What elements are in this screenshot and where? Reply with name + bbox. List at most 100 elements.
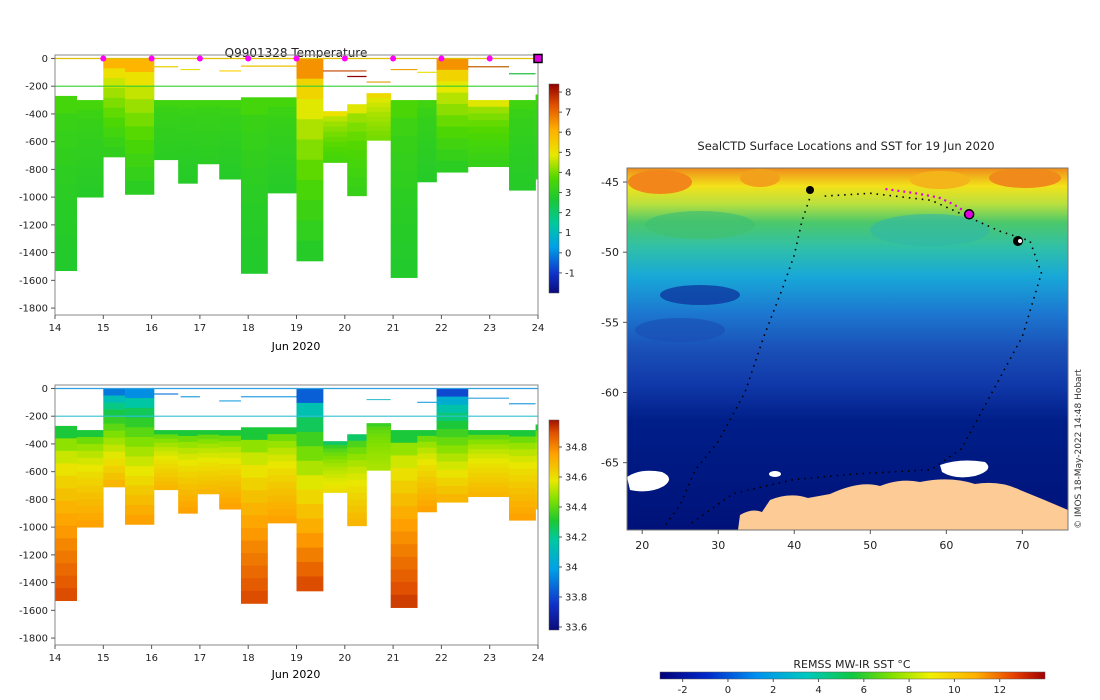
profile-cell <box>467 477 510 483</box>
credit-label: © IMOS 18-May-2022 14:48 Hobart <box>1074 369 1084 529</box>
ice-patch <box>769 471 781 477</box>
profile-cell <box>240 565 268 579</box>
profile-cell <box>240 238 268 257</box>
profile-cell <box>347 453 367 461</box>
profile-cell <box>76 168 104 179</box>
profile-cell <box>366 93 391 99</box>
profile-cell <box>76 513 104 521</box>
profile-cell <box>125 407 155 418</box>
profile-cell <box>178 507 198 514</box>
profile-cell <box>240 477 268 491</box>
sst-colorbar-label: REMSS MW-IR SST °C <box>793 658 911 671</box>
profile-cell <box>178 436 198 443</box>
profile-cell <box>323 126 348 133</box>
map-frame <box>626 167 1069 531</box>
profile-cell <box>366 456 391 461</box>
profile-cell <box>347 493 367 500</box>
profile-column <box>76 100 104 198</box>
profile-cell <box>436 429 469 438</box>
colorbar-tick-label: 3 <box>565 188 571 199</box>
mid-patch <box>870 214 990 246</box>
profile-cell <box>417 435 437 443</box>
profile-cell <box>76 485 104 493</box>
profile-cell <box>467 153 510 161</box>
profile-cell <box>323 448 348 453</box>
sst-tick-label: 10 <box>948 685 961 696</box>
profile-cell <box>219 147 242 156</box>
profile-cell <box>366 126 391 132</box>
profile-cell <box>509 442 536 450</box>
profile-cell <box>509 436 536 444</box>
profile-cell <box>103 430 126 439</box>
profile-cell <box>178 149 198 159</box>
salinity-y-axis: 0 -200 -400 -600 -800 -1000 -1200 -1400 -1600 -18… <box>19 384 55 645</box>
profile-cell <box>535 454 538 462</box>
profile-cell <box>417 447 437 454</box>
x-tick-label: 14 <box>49 323 62 334</box>
map-lon-axis: 20 30 40 50 60 70 <box>635 530 1029 552</box>
day-marker <box>486 55 493 62</box>
colorbar-tick-label: 33.8 <box>565 593 587 604</box>
salinity-panel: 0 -200 -400 -600 -800 -1000 -1200 -1400 -1600 -18… <box>19 384 587 681</box>
profile-cell <box>154 147 179 155</box>
profile-cell <box>366 121 391 127</box>
profile-cell <box>417 494 437 501</box>
profile-cell <box>509 163 536 173</box>
profile-cell <box>103 437 126 446</box>
profile-cell <box>197 480 220 486</box>
profile-cell <box>125 140 155 154</box>
profile-cell <box>178 459 198 467</box>
profile-column <box>103 388 126 488</box>
temperature-x-axis: 14 15 16 17 18 19 20 21 22 23 24 <box>49 315 544 334</box>
profile-column <box>125 58 155 195</box>
lon-tick-label: 20 <box>635 539 649 552</box>
colorbar-tick-label: 34.4 <box>565 503 587 514</box>
profile-cell <box>267 509 297 517</box>
y-tick-label: -200 <box>25 82 48 93</box>
profile-cell <box>509 449 536 457</box>
profile-cell <box>296 139 324 161</box>
profile-cell <box>103 444 126 453</box>
map-lat-axis: -45 -50 -55 -60 -65 <box>601 176 627 470</box>
profile-cell <box>390 480 418 494</box>
profile-cell <box>219 100 242 109</box>
profile-column <box>347 434 367 527</box>
profile-cell <box>467 140 510 148</box>
profile-column <box>366 423 391 471</box>
profile-cell <box>55 500 78 514</box>
lon-tick-label: 70 <box>1015 539 1029 552</box>
profile-cell <box>296 98 324 120</box>
profile-cell <box>535 442 538 450</box>
profile-cell <box>240 255 268 274</box>
profile-cell <box>366 426 391 431</box>
profile-cell <box>103 451 126 460</box>
profile-cell <box>267 495 297 503</box>
colorbar-tick-label: 34.6 <box>565 473 587 484</box>
profile-cell <box>436 445 469 454</box>
profile-cell <box>296 446 324 462</box>
profile-cell <box>535 145 538 155</box>
y-tick-label: -600 <box>25 137 48 148</box>
colorbar-tick-label: -1 <box>565 268 575 279</box>
profile-cell <box>125 504 155 516</box>
profile-cell <box>347 519 367 527</box>
profile-cell <box>125 388 155 399</box>
profile-cell <box>323 455 348 460</box>
profile-cell <box>417 476 437 484</box>
profile-cell <box>197 119 220 126</box>
profile-cell <box>509 462 536 470</box>
profile-cell <box>154 468 179 474</box>
sst-tick-label: 2 <box>770 685 776 696</box>
y-tick-label: -1600 <box>19 606 48 617</box>
profile-cell <box>296 119 324 140</box>
profile-cell <box>103 147 126 158</box>
profile-cell <box>296 388 324 404</box>
profile-cell <box>323 116 348 122</box>
profile-cell <box>323 147 348 153</box>
profile-cell <box>55 575 78 589</box>
colorbar-tick-label: 34.8 <box>565 443 587 454</box>
profile-column <box>219 100 242 180</box>
ice-shelves <box>627 460 989 492</box>
temperature-surface-lines <box>55 57 538 87</box>
day-marker <box>438 55 445 62</box>
